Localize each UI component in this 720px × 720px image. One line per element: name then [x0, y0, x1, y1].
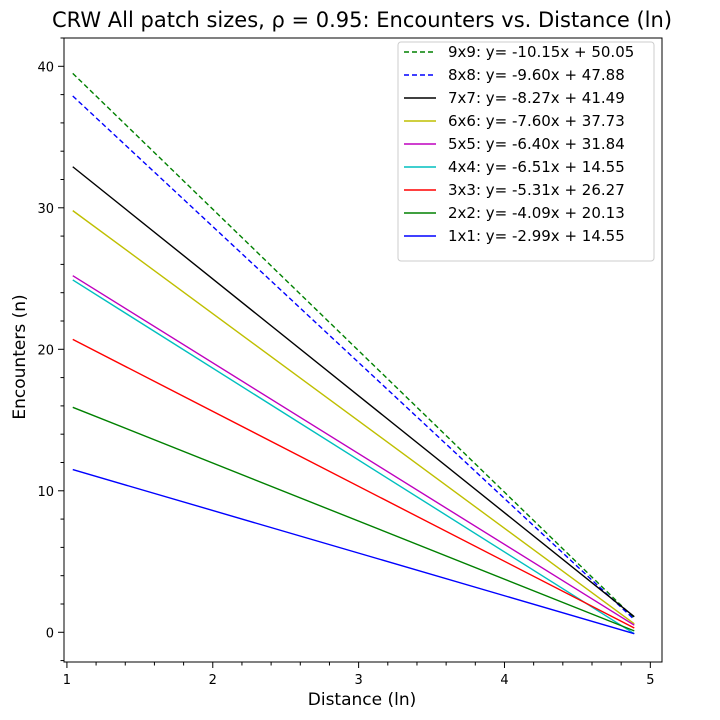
y-tick-label: 0 [46, 626, 54, 641]
legend-entry: 9x9: y= -10.15x + 50.05 [448, 43, 634, 61]
y-tick-label: 40 [37, 60, 54, 75]
legend-entry: 6x6: y= -7.60x + 37.73 [448, 112, 625, 130]
series-line-7 [72, 406, 635, 632]
series-line-2 [72, 166, 635, 618]
legend-entry: 3x3: y= -5.31x + 26.27 [448, 181, 625, 199]
legend-entry: 5x5: y= -6.40x + 31.84 [448, 135, 625, 153]
axis-ticks: 1 2 3 4 5 0 10 20 30 40 [37, 37, 654, 688]
y-tick-label: 10 [37, 485, 54, 500]
legend-entry: 2x2: y= -4.09x + 20.13 [448, 204, 625, 222]
y-tick-label: 30 [37, 202, 54, 217]
chart-title: CRW All patch sizes, ρ = 0.95: Encounter… [52, 8, 672, 32]
legend-entry: 8x8: y= -9.60x + 47.88 [448, 66, 625, 84]
x-tick-label: 3 [354, 673, 362, 688]
x-tick-label: 4 [500, 673, 508, 688]
x-tick-label: 2 [209, 673, 217, 688]
series-line-0 [72, 72, 635, 619]
legend-entry: 7x7: y= -8.27x + 41.49 [448, 89, 625, 107]
legend: 9x9: y= -10.15x + 50.05 8x8: y= -9.60x + … [397, 41, 655, 262]
series-line-4 [72, 275, 635, 626]
legend-box [397, 41, 655, 262]
series-line-5 [72, 279, 635, 635]
series-line-6 [72, 338, 635, 629]
y-tick-label: 20 [37, 343, 54, 358]
x-axis-label: Distance (ln) [308, 690, 417, 710]
series-line-3 [72, 210, 635, 625]
legend-entry: 1x1: y= -2.99x + 14.55 [448, 227, 625, 245]
series-line-8 [72, 468, 635, 635]
plot-frame [63, 37, 663, 663]
legend-entry: 4x4: y= -6.51x + 14.55 [448, 158, 625, 176]
series-lines [72, 72, 635, 635]
y-axis-label: Encounters (n) [10, 294, 30, 419]
x-tick-label: 1 [63, 673, 71, 688]
x-tick-label: 5 [646, 673, 654, 688]
